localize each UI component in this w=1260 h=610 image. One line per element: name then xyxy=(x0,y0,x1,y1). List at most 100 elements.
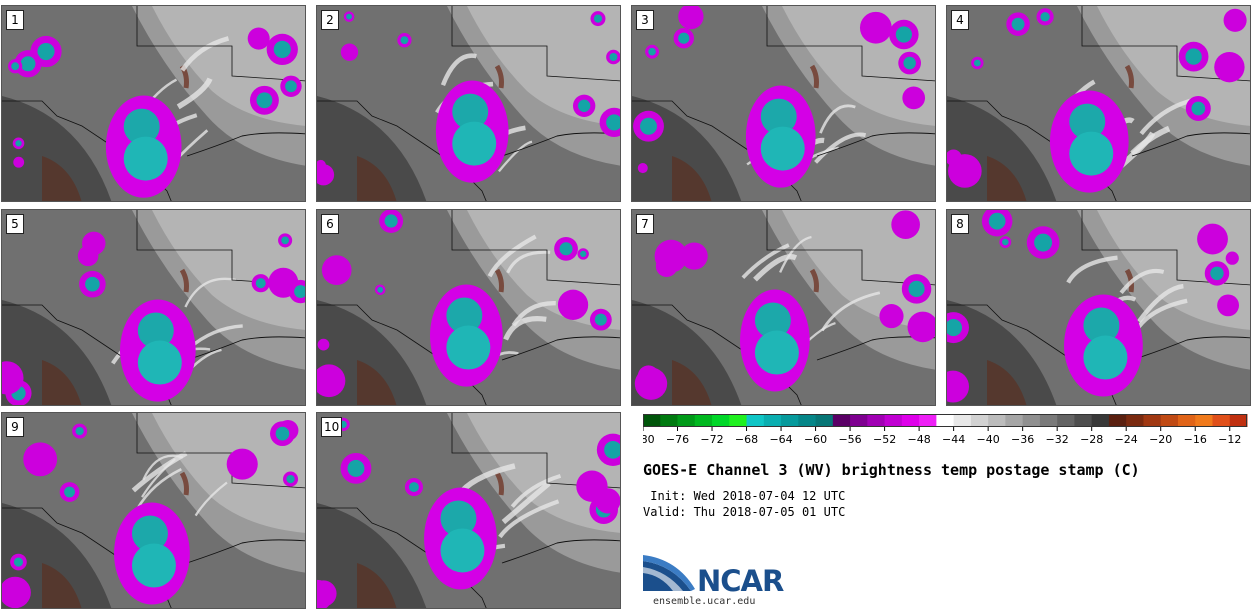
dry-band-core xyxy=(1097,6,1250,126)
storm-cell-core xyxy=(13,557,24,567)
moisture-streak xyxy=(184,277,237,308)
storm-cell-core xyxy=(1210,266,1224,281)
storm-cell-core xyxy=(1185,48,1202,65)
warm-streak xyxy=(179,471,189,496)
colorbar-tick-label: −12 xyxy=(1218,433,1241,446)
convective-core xyxy=(446,325,491,370)
convective-core xyxy=(123,136,168,181)
warm-streak xyxy=(1124,64,1134,89)
colorbar-swatch xyxy=(798,414,817,427)
storm-cell-anvil xyxy=(678,6,704,30)
storm-cell-anvil xyxy=(680,242,708,270)
convective-core xyxy=(452,121,497,166)
colorbar-swatch xyxy=(677,414,696,427)
storm-cell-core xyxy=(594,313,607,326)
moisture-streak xyxy=(741,243,790,279)
convective-core xyxy=(440,500,477,537)
moisture-streak xyxy=(141,458,176,498)
storm-cell-core xyxy=(377,286,384,293)
storm-cell-anvil xyxy=(2,576,31,608)
storm-cell-core xyxy=(604,440,620,459)
warm-spot xyxy=(672,156,712,201)
moisture-streak xyxy=(501,481,551,525)
warm-spot xyxy=(357,360,397,405)
ncar-logo-text: NCAR xyxy=(697,564,784,598)
chart-title: GOES-E Channel 3 (WV) brightness temp po… xyxy=(643,461,1140,479)
colorbar-tick-label: −64 xyxy=(769,433,792,446)
storm-cell-anvil xyxy=(891,210,920,239)
colorbar-swatch xyxy=(815,414,834,427)
storm-cell-core xyxy=(903,56,916,70)
colorbar-tick-label: −40 xyxy=(977,433,1000,446)
colorbar-swatch xyxy=(1091,414,1110,427)
warm-streak xyxy=(494,64,504,89)
warm-streak xyxy=(494,471,504,496)
coastline xyxy=(1131,336,1250,361)
colorbar-tick-label: −36 xyxy=(1011,433,1034,446)
storm-cell-core xyxy=(15,140,22,147)
colorbar-swatch xyxy=(1143,414,1162,427)
warm-spot xyxy=(42,563,82,608)
storm-cell-core xyxy=(294,285,305,299)
storm-cell-core xyxy=(640,117,657,135)
panel-number: 3 xyxy=(636,10,654,30)
storm-cell-anvil xyxy=(226,448,258,480)
storm-cell-core xyxy=(895,26,912,43)
border-line xyxy=(766,6,935,82)
colorbar-swatch xyxy=(901,414,920,427)
border-line xyxy=(317,507,487,608)
storm-cell-core xyxy=(281,236,289,245)
colorbar: −80−76−72−68−64−60−56−52−48−44−40−36−32−… xyxy=(643,414,1248,446)
warm-spot xyxy=(42,156,82,201)
moisture-streak xyxy=(819,104,856,134)
storm-cell-core xyxy=(273,40,291,58)
colorbar-swatch xyxy=(746,414,765,427)
storm-cell-core xyxy=(408,482,419,493)
colorbar-swatch xyxy=(936,414,955,427)
storm-cell-core xyxy=(609,53,618,62)
colorbar-swatch xyxy=(1005,414,1024,427)
storm-cell-anvil xyxy=(340,43,359,61)
coastline xyxy=(501,132,620,157)
convective-core xyxy=(452,93,489,130)
storm-cell-core xyxy=(85,276,100,292)
storm-cell-anvil xyxy=(317,338,330,351)
storm-cell-anvil xyxy=(1225,251,1239,265)
convective-core xyxy=(754,302,791,339)
panel-number: 8 xyxy=(951,214,969,234)
storm-cell-anvil xyxy=(317,159,326,171)
storm-cell-core xyxy=(20,56,36,72)
storm-cell-anvil xyxy=(595,488,620,514)
storm-cell-core xyxy=(384,214,398,228)
colorbar-swatch xyxy=(1126,414,1144,427)
dry-band-core xyxy=(467,413,620,533)
storm-cell-core xyxy=(1011,17,1025,31)
moist-region xyxy=(2,503,112,608)
storm-cell-core xyxy=(1191,101,1206,116)
moist-region xyxy=(317,503,427,608)
moist-region xyxy=(317,96,427,201)
colorbar-swatch xyxy=(1108,414,1127,427)
colorbar-tick-label: −56 xyxy=(838,433,861,446)
panel-number: 9 xyxy=(6,417,24,437)
convective-core xyxy=(754,330,799,375)
colorbar-swatch xyxy=(763,414,782,427)
colorbar-swatch xyxy=(1195,414,1213,427)
panel-2: 2 xyxy=(316,5,621,202)
ensemble-url: ensemble.ucar.edu xyxy=(653,596,756,607)
colorbar-swatch xyxy=(850,414,868,427)
storm-cell-anvil xyxy=(23,442,58,477)
init-time: Init: Wed 2018-07-04 12 UTC xyxy=(650,489,846,503)
moisture-streak xyxy=(503,316,547,341)
coastline xyxy=(186,336,305,361)
dry-band-core xyxy=(152,413,305,533)
storm-cell-anvil xyxy=(907,311,935,343)
convective-core xyxy=(1069,103,1106,140)
colorbar-tick-label: −48 xyxy=(908,433,931,446)
storm-cell-anvil xyxy=(902,86,926,110)
coastline xyxy=(501,336,620,361)
moist-region xyxy=(947,300,1057,405)
storm-cell-anvil xyxy=(1214,51,1245,83)
storm-cell-anvil xyxy=(247,27,270,50)
panel-6: 6 xyxy=(316,209,621,406)
